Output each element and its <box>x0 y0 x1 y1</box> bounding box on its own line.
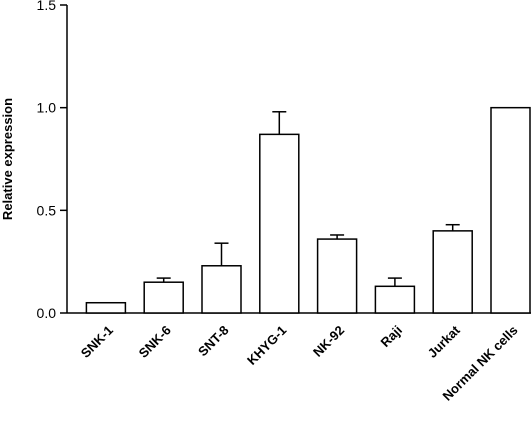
y-tick-label: 1.0 <box>37 100 57 116</box>
y-tick-label: 0.0 <box>37 305 57 321</box>
x-tick-label: Jurkat <box>425 322 464 361</box>
x-tick-label: SNT-8 <box>195 323 232 360</box>
category-labels: SNK-1 SNK-6 SNT-8 KHYG-1 NK-92 Raji JurkatNorm… <box>78 322 521 404</box>
x-tick-label: Raji <box>378 323 405 350</box>
bar-raji <box>374 285 416 314</box>
x-tick-label: KHYG-1 <box>244 323 289 368</box>
bar-khyg-1 <box>259 133 300 314</box>
x-tick-label: NK-92 <box>310 323 347 360</box>
x-tick-label: SNK-6 <box>136 323 174 361</box>
y-tick-label: 0.5 <box>37 202 57 218</box>
bar-snk-1 <box>85 301 127 314</box>
bar-snt-8 <box>201 265 242 314</box>
bar-nk-92 <box>316 238 358 314</box>
y-axis-title: Relative expression <box>0 98 15 220</box>
x-tick-label: SNK-1 <box>78 323 116 361</box>
y-axis-ticks: 0.0 0.5 1.0 1.5 <box>37 0 67 321</box>
bars <box>85 106 531 314</box>
bar-normal-nk-cells <box>490 106 531 314</box>
bar-jurkat <box>432 230 473 314</box>
bar-snk-6 <box>143 281 184 314</box>
y-tick-label: 1.5 <box>37 0 57 13</box>
